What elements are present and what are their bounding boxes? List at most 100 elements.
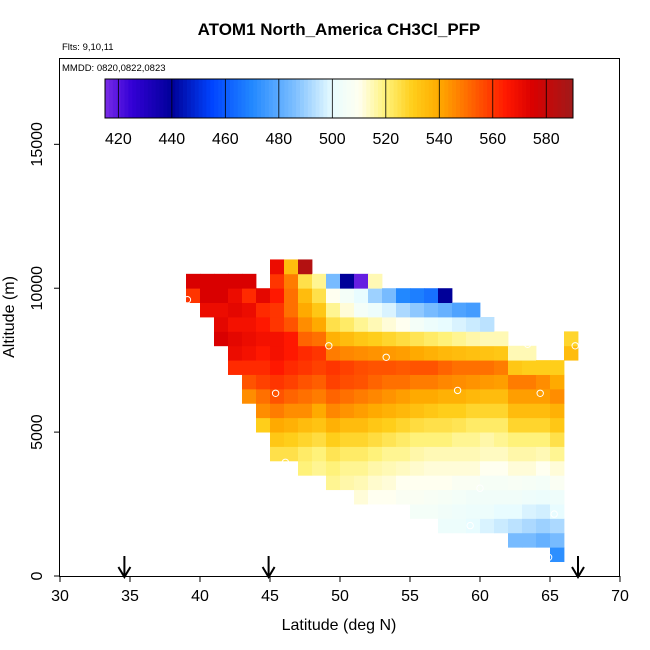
chart-title: ATOM1 North_America CH3Cl_PFP [198,20,481,39]
y-tick-label: 0 [29,571,46,580]
heatmap-cell [424,388,439,404]
colorbar-swatch [311,79,317,118]
colorbar-swatch [537,79,543,118]
heatmap-cell [382,288,397,304]
heatmap-cell [340,388,355,404]
heatmap-cell [354,475,369,491]
heatmap-cell [508,417,523,433]
sample-point [325,342,333,350]
colorbar-swatch [502,79,508,118]
heatmap-cell [228,317,243,332]
heatmap-cell [228,302,243,318]
dates-note: MMDD: 0820,0822,0823 [62,63,166,74]
heatmap-cell [452,446,467,462]
heatmap-cell [396,302,411,318]
heatmap-cell [368,345,383,361]
heatmap-cell [242,360,257,375]
heatmap-cell [494,403,509,419]
colorbar-swatch [225,79,231,118]
heatmap-cell [452,518,467,534]
heatmap-cell [410,317,425,332]
colorbar-label: 560 [479,131,506,148]
colorbar-swatch [350,79,356,118]
heatmap-cell [424,345,439,361]
heatmap-cell [326,288,341,304]
colorbar-swatch [463,79,469,118]
colorbar-label: 460 [212,131,239,148]
heatmap-cell [466,432,481,447]
colorbar-swatch [257,79,262,118]
heatmap-cell [424,317,439,332]
colorbar-swatch [534,79,539,118]
colorbar-swatch [147,79,153,118]
heatmap-cell [354,360,369,375]
heatmap-cell [438,360,453,375]
heatmap-cell [298,331,313,347]
colorbar-swatch [436,79,441,118]
heatmap-cell [410,504,425,519]
heatmap-cell [480,345,495,361]
colorbar-swatch [420,79,426,118]
heatmap-cell [508,504,523,519]
colorbar-label: 500 [319,131,346,148]
heatmap-cell [424,460,439,476]
heatmap-cell [466,345,481,361]
colorbar-swatch [459,79,465,118]
heatmap-cell [256,417,271,433]
heatmap-cell [298,345,313,361]
heatmap-cell [536,432,551,447]
colorbar-swatch [296,79,301,118]
heatmap-cell [396,432,411,447]
heatmap-cell [536,360,551,375]
heatmap-cell [256,360,271,375]
colorbar-swatch [381,79,387,118]
colorbar-label: 420 [105,131,132,148]
heatmap-cell [340,273,355,289]
sample-point [299,231,308,239]
heatmap-cell [410,432,425,447]
sample-point [571,342,579,350]
heatmap-cell [326,331,341,347]
x-tick-label: 70 [611,588,629,605]
heatmap-cell [480,518,495,534]
colorbar-swatch [245,79,250,118]
heatmap-cell [340,374,355,390]
colorbar-swatch [510,79,515,118]
heatmap-cell [270,374,285,390]
colorbar-swatch [374,79,379,118]
colorbar-labels: 420 440 460 480 500 520 540 560 580 [105,79,560,148]
heatmap-cell [424,432,439,447]
x-tick-label: 50 [331,588,349,605]
heatmap-cell [494,475,509,491]
heatmap-cell [494,504,509,519]
heatmap-cell [494,360,509,375]
heatmap-cell [312,273,327,289]
heatmap-cell [298,446,313,462]
heatmap-cell [340,288,355,304]
heatmap-cell [326,317,341,332]
heatmap-cell [298,460,313,476]
heatmap-cell [466,374,481,390]
heatmap-cell [480,489,495,505]
heatmap-cell [284,388,299,404]
heatmap-cell [494,446,509,462]
arrow-marker [117,556,132,579]
heatmap-cell [340,446,355,462]
y-tick-label: 5000 [29,414,46,450]
arrow-markers [117,556,585,579]
colorbar-swatch [186,79,192,118]
colorbar-swatch [222,79,227,118]
heatmap-cell [396,489,411,505]
heatmap-cell [200,302,215,318]
heatmap-cell [270,446,285,462]
heatmap-cell [480,374,495,390]
colorbar-swatch [479,79,484,118]
colorbar-swatch [261,79,266,118]
heatmap-cell [396,446,411,462]
colorbar-swatch [233,79,239,118]
colorbar-swatch [268,79,274,118]
sample-point [183,296,192,304]
heatmap-cell [410,489,425,505]
heatmap-cell [522,403,537,419]
